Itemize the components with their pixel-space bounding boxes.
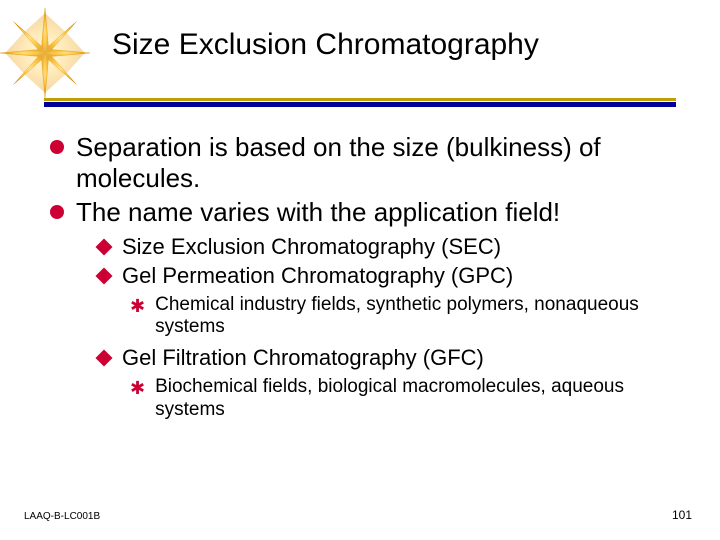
diamond-icon bbox=[96, 239, 113, 256]
bullet-text: Separation is based on the size (bulkine… bbox=[76, 132, 670, 193]
bullet-text: Biochemical fields, biological macromole… bbox=[155, 376, 670, 422]
bullet-text: Chemical industry fields, synthetic poly… bbox=[155, 294, 670, 340]
starburst-icon bbox=[0, 8, 90, 98]
bullet-level1: The name varies with the application fie… bbox=[50, 197, 670, 228]
asterisk-icon: ✱ bbox=[130, 297, 145, 315]
diamond-icon bbox=[96, 267, 113, 284]
page-number: 101 bbox=[672, 508, 692, 522]
bullet-text: Size Exclusion Chromatography (SEC) bbox=[122, 234, 501, 261]
bullet-text: The name varies with the application fie… bbox=[76, 197, 560, 228]
dot-icon bbox=[50, 140, 64, 154]
bullet-level2: Size Exclusion Chromatography (SEC) bbox=[98, 234, 670, 261]
bullet-level1: Separation is based on the size (bulkine… bbox=[50, 132, 670, 193]
content-area: Separation is based on the size (bulkine… bbox=[50, 132, 670, 428]
bullet-level2: Gel Filtration Chromatography (GFC) bbox=[98, 345, 670, 372]
divider bbox=[44, 98, 676, 108]
bullet-level2: Gel Permeation Chromatography (GPC) bbox=[98, 263, 670, 290]
bullet-text: Gel Filtration Chromatography (GFC) bbox=[122, 345, 484, 372]
footer-code: LAAQ-B-LC001B bbox=[24, 511, 100, 522]
bullet-level3: ✱ Chemical industry fields, synthetic po… bbox=[130, 294, 670, 340]
bullet-text: Gel Permeation Chromatography (GPC) bbox=[122, 263, 513, 290]
asterisk-icon: ✱ bbox=[130, 379, 145, 397]
bullet-level3: ✱ Biochemical fields, biological macromo… bbox=[130, 376, 670, 422]
slide: Size Exclusion Chromatography Separation… bbox=[0, 0, 720, 540]
slide-title: Size Exclusion Chromatography bbox=[112, 28, 539, 62]
dot-icon bbox=[50, 205, 64, 219]
diamond-icon bbox=[96, 350, 113, 367]
